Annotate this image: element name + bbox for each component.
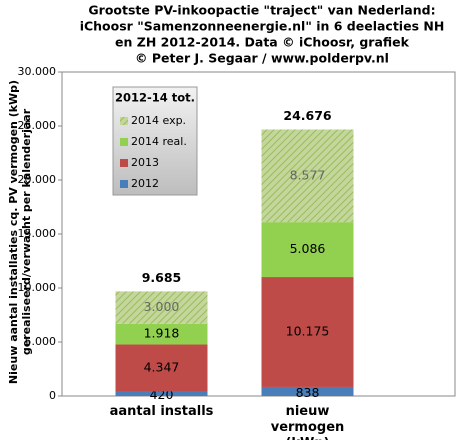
legend: 2012-14 tot. 2014 exp. 2014 real. 2013 2012 — [112, 86, 198, 196]
bar-segment — [115, 391, 208, 396]
value-label: 1.918 — [144, 326, 180, 341]
chart-title: Grootste PV-inkoopactie "traject" van Ne… — [88, 3, 435, 18]
x-tick-label: aantal installs — [109, 404, 214, 419]
y-tick-label: 25.000 — [18, 119, 57, 132]
total-label: 24.676 — [283, 108, 332, 123]
y-tick-label: 15.000 — [18, 227, 57, 240]
chart-title: © Peter J. Segaar / www.polderpv.nl — [135, 51, 389, 66]
bar-segment — [261, 277, 354, 387]
legend-swatch — [120, 180, 128, 188]
legend-label: 2014 exp. — [131, 114, 186, 127]
value-label: 4.347 — [144, 359, 180, 374]
y-tick-label: 10.000 — [18, 281, 57, 294]
bar-segment — [261, 222, 354, 278]
bar-segment — [115, 291, 208, 324]
bar-segment — [115, 323, 208, 345]
legend-box — [112, 86, 198, 196]
chart-title: en ZH 2012-2014. Data © iChoosr, grafiek — [115, 35, 410, 50]
y-tick-label: 20.000 — [18, 173, 57, 186]
x-tick-label: nieuw vermogen (kWp) — [270, 404, 345, 440]
value-label: 8.577 — [290, 167, 326, 182]
total-label: 9.685 — [142, 270, 182, 285]
legend-swatch — [120, 117, 128, 125]
bar-segment — [115, 344, 208, 392]
legend-swatch — [120, 159, 128, 167]
y-axis-label: Nieuw aantal installaties cq. PV vermoge… — [7, 80, 20, 384]
value-label: 3.000 — [144, 299, 180, 314]
bar-segment — [261, 129, 354, 223]
legend-label: 2014 real. — [131, 135, 187, 148]
y-tick-label: 5.000 — [25, 335, 57, 348]
bar-segment — [261, 386, 354, 396]
y-axis-label: gerealiseerd/verwacht per kalenderjaar — [20, 108, 33, 355]
value-label: 5.086 — [290, 241, 326, 256]
y-tick-label: 0 — [49, 389, 56, 402]
y-tick-label: 30.000 — [18, 65, 57, 78]
value-label: 10.175 — [286, 324, 330, 339]
legend-title: 2012-14 tot. — [115, 91, 195, 105]
legend-label: 2013 — [131, 156, 159, 169]
legend-swatch — [120, 138, 128, 146]
value-label: 838 — [296, 385, 320, 400]
legend-label: 2012 — [131, 177, 159, 190]
chart-title: iChoosr "Samenzonneenergie.nl" in 6 deel… — [80, 19, 445, 34]
